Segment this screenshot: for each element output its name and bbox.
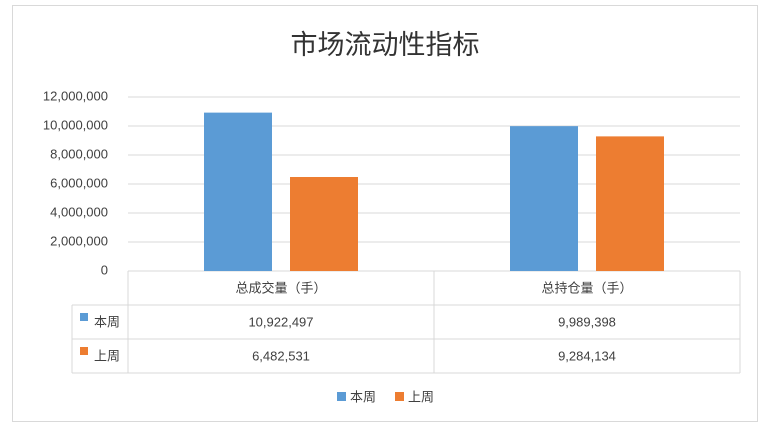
table-value: 10,922,497 bbox=[248, 314, 313, 329]
table-value: 9,989,398 bbox=[558, 314, 616, 329]
y-tick-label: 10,000,000 bbox=[43, 117, 108, 132]
table-series-name: 本周 bbox=[94, 314, 120, 329]
y-tick-label: 4,000,000 bbox=[50, 204, 108, 219]
bar bbox=[596, 136, 664, 271]
y-tick-label: 2,000,000 bbox=[50, 233, 108, 248]
y-tick-label: 6,000,000 bbox=[50, 175, 108, 190]
table-series-name: 上周 bbox=[94, 348, 120, 363]
y-tick-label: 12,000,000 bbox=[43, 88, 108, 103]
table-legend-key bbox=[80, 347, 88, 355]
table-value: 9,284,134 bbox=[558, 348, 616, 363]
table-value: 6,482,531 bbox=[252, 348, 310, 363]
bar bbox=[290, 177, 358, 271]
chart-title: 市场流动性指标 bbox=[291, 30, 480, 60]
bar bbox=[510, 126, 578, 271]
legend-key bbox=[337, 392, 346, 401]
y-tick-label: 8,000,000 bbox=[50, 146, 108, 161]
x-tick-label: 总成交量（手） bbox=[235, 280, 326, 295]
table-legend-key bbox=[80, 313, 88, 321]
bar bbox=[204, 112, 272, 271]
y-tick-label: 0 bbox=[101, 262, 108, 277]
legend-key bbox=[395, 392, 404, 401]
legend-label: 上周 bbox=[408, 389, 434, 404]
legend-label: 本周 bbox=[350, 389, 376, 404]
x-tick-label: 总持仓量（手） bbox=[541, 280, 632, 295]
